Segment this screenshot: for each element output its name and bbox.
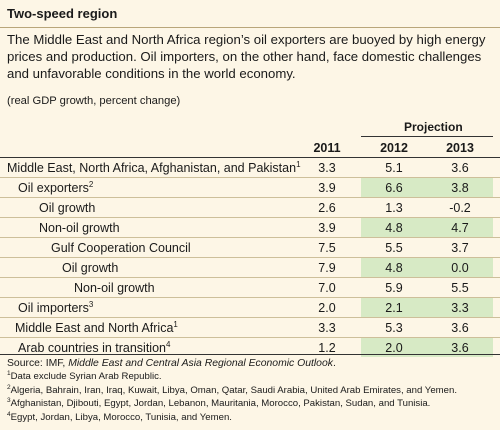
cell-2013: 3.6 <box>451 321 469 335</box>
cell-2011: 3.3 <box>318 321 336 335</box>
row-divider <box>0 217 500 218</box>
cell-2011: 2.6 <box>318 201 336 215</box>
row-label: Oil importers3 <box>18 300 94 316</box>
table-row: Middle East, North Africa, Afghanistan, … <box>0 158 500 178</box>
table-row: Gulf Cooperation Council 7.5 5.5 3.7 <box>0 238 500 258</box>
cell-2011: 3.9 <box>318 221 336 235</box>
source-title: Middle East and Central Asia Regional Ec… <box>68 358 333 369</box>
box-title: Two-speed region <box>7 6 118 21</box>
row-label: Non-oil growth <box>74 281 155 295</box>
cell-2012: 6.6 <box>361 178 427 197</box>
cell-2012: 5.5 <box>385 241 403 255</box>
header-rule <box>0 157 500 158</box>
row-divider <box>0 317 500 318</box>
row-label: Non-oil growth <box>39 221 120 235</box>
table-bottom-rule <box>0 354 500 355</box>
cell-2011: 2.0 <box>318 301 336 315</box>
row-label: Gulf Cooperation Council <box>51 241 191 255</box>
row-label: Oil growth <box>39 201 96 215</box>
cell-2011: 3.3 <box>318 161 336 175</box>
cell-2013: 3.7 <box>451 241 469 255</box>
row-divider <box>0 237 500 238</box>
row-divider <box>0 337 500 338</box>
projection-rule <box>361 136 493 137</box>
cell-2013: 4.7 <box>427 218 493 237</box>
title-divider <box>0 27 500 28</box>
cell-2011: 3.9 <box>318 181 336 195</box>
table-row: Arab countries in transition4 1.2 2.0 3.… <box>0 338 500 358</box>
table-row: Oil growth 7.9 4.8 0.0 <box>0 258 500 278</box>
cell-2012: 4.8 <box>361 258 427 277</box>
footnote: 4Egypt, Jordan, Libya, Morocco, Tunisia,… <box>7 410 232 423</box>
row-divider <box>0 277 500 278</box>
row-label: Oil exporters2 <box>18 180 94 196</box>
row-divider <box>0 257 500 258</box>
cell-2011: 7.9 <box>318 261 336 275</box>
cell-2012: 5.1 <box>385 161 403 175</box>
row-divider <box>0 177 500 178</box>
table-row: Non-oil growth 3.9 4.8 4.7 <box>0 218 500 238</box>
cell-2012: 2.1 <box>361 298 427 317</box>
table-body: Middle East, North Africa, Afghanistan, … <box>0 158 500 358</box>
table-row: Middle East and North Africa1 3.3 5.3 3.… <box>0 318 500 338</box>
table-row: Oil growth 2.6 1.3 -0.2 <box>0 198 500 218</box>
year-header-2012: 2012 <box>380 141 408 155</box>
table-row: Oil importers3 2.0 2.1 3.3 <box>0 298 500 318</box>
cell-2012: 1.3 <box>385 201 403 215</box>
row-label: Middle East, North Africa, Afghanistan, … <box>7 160 301 176</box>
cell-2011: 7.5 <box>318 241 336 255</box>
cell-2012: 4.8 <box>361 218 427 237</box>
cell-2013: -0.2 <box>449 201 471 215</box>
row-label: Arab countries in transition4 <box>18 340 171 356</box>
cell-2012: 5.9 <box>385 281 403 295</box>
cell-2011: 7.0 <box>318 281 336 295</box>
table-row: Non-oil growth 7.0 5.9 5.5 <box>0 278 500 298</box>
intro-text: The Middle East and North Africa region’… <box>7 32 486 81</box>
cell-2013: 3.6 <box>451 161 469 175</box>
cell-2011: 1.2 <box>318 341 336 355</box>
cell-2013: 0.0 <box>427 258 493 277</box>
row-label: Middle East and North Africa1 <box>15 320 178 336</box>
cell-2013: 3.8 <box>427 178 493 197</box>
footnote: 3Afghanistan, Djibouti, Egypt, Jordan, L… <box>7 397 431 410</box>
cell-2013: 3.3 <box>427 298 493 317</box>
cell-2012: 5.3 <box>385 321 403 335</box>
row-divider <box>0 297 500 298</box>
footnotes: Source: IMF, Middle East and Central Asi… <box>7 357 497 424</box>
unit-note: (real GDP growth, percent change) <box>7 95 181 107</box>
footnote: 1Data exclude Syrian Arab Republic. <box>7 370 162 383</box>
source-line: Source: IMF, Middle East and Central Asi… <box>7 358 336 369</box>
row-divider <box>0 197 500 198</box>
footnote: 2Algeria, Bahrain, Iran, Iraq, Kuwait, L… <box>7 383 457 396</box>
year-header-2011: 2011 <box>313 141 341 155</box>
projection-label: Projection <box>404 120 463 134</box>
row-label: Oil growth <box>62 261 119 275</box>
cell-2013: 5.5 <box>451 281 469 295</box>
table-row: Oil exporters2 3.9 6.6 3.8 <box>0 178 500 198</box>
cell-2012: 2.0 <box>361 338 427 357</box>
year-header-2013: 2013 <box>446 141 474 155</box>
table-header: 2011 2012 2013 <box>0 139 500 157</box>
cell-2013: 3.6 <box>427 338 493 357</box>
